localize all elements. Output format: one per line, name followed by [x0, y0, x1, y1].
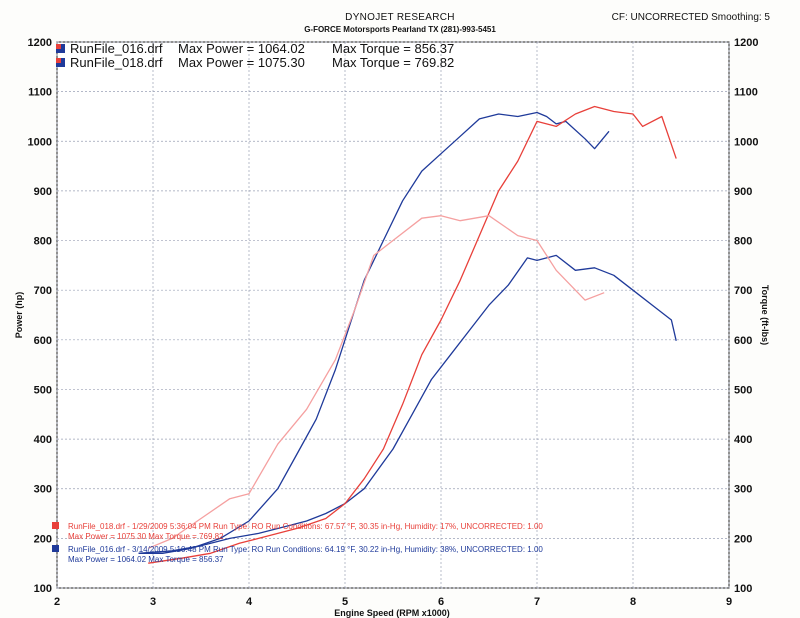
y-tick-label: 300 [34, 484, 52, 496]
y2-tick-label: 800 [734, 236, 752, 248]
x-tick-label: 2 [54, 596, 60, 608]
y2-tick-label: 600 [734, 335, 752, 347]
y2-tick-label: 900 [734, 186, 752, 198]
chart-title: DYNOJET RESEARCH [345, 12, 455, 23]
y-tick-label: 1100 [28, 87, 52, 99]
x-axis-label: Engine Speed (RPM x1000) [334, 608, 450, 618]
plot-background [56, 41, 730, 589]
cond-swatch-016 [52, 545, 59, 552]
x-tick-label: 8 [630, 596, 636, 608]
y-tick-label: 800 [34, 236, 52, 248]
y2-tick-label: 1100 [734, 87, 758, 99]
run-conditions: RunFile_018.drf - 1/29/2009 5:36:04 PM R… [52, 522, 543, 564]
cond-016-line2: Max Power = 1064.02 Max Torque = 856.37 [68, 555, 224, 564]
y2-tick-label: 100 [734, 583, 752, 595]
y-tick-label: 900 [34, 186, 52, 198]
series-line-4 [147, 215, 605, 549]
x-tick-label: 4 [246, 596, 253, 608]
shop-subtitle: G-FORCE Motorsports Pearland TX (281)-99… [304, 25, 496, 34]
legend-swatch-016-inner [56, 44, 61, 49]
cond-swatch-018 [52, 522, 59, 529]
series-line-1 [138, 111, 610, 554]
x-tick-label: 6 [438, 596, 444, 608]
legend-power-018: Max Power = 1075.30 [178, 55, 305, 70]
cond-016-line1: RunFile_016.drf - 3/14/2009 5:10:48 PM R… [68, 545, 543, 554]
series-lines [138, 105, 677, 564]
y2-tick-label: 700 [734, 285, 752, 297]
x-tick-label: 9 [726, 596, 732, 608]
y-tick-label: 500 [34, 384, 52, 396]
y-axis-label: Power (hp) [14, 292, 24, 339]
correction-info: CF: UNCORRECTED Smoothing: 5 [611, 12, 770, 23]
y-tick-label: 1200 [28, 37, 52, 49]
y-tick-label: 1000 [28, 136, 52, 148]
series-line-2 [138, 254, 677, 554]
y-tick-label: 600 [34, 335, 52, 347]
legend-file-016: RunFile_016.drf [70, 41, 163, 56]
y-tick-label: 200 [34, 533, 52, 545]
x-tick-label: 7 [534, 596, 540, 608]
legend-swatch-018-inner [56, 58, 61, 63]
cond-018-line2: Max Power = 1075.30 Max Torque = 769.82 [68, 532, 224, 541]
y-tick-label: 100 [34, 583, 52, 595]
y2-tick-label: 300 [734, 484, 752, 496]
y2-tick-label: 400 [734, 434, 752, 446]
legend: RunFile_016.drf Max Power = 1064.02 Max … [56, 41, 454, 70]
legend-torque-016: Max Torque = 856.37 [332, 41, 454, 56]
x-tick-label: 5 [342, 596, 348, 608]
legend-torque-018: Max Torque = 769.82 [332, 55, 454, 70]
y-tick-label: 400 [34, 434, 52, 446]
y2-tick-label: 500 [734, 384, 752, 396]
y2-tick-label: 200 [734, 533, 752, 545]
legend-file-018: RunFile_018.drf [70, 55, 163, 70]
x-tick-label: 3 [150, 596, 156, 608]
y2-tick-label: 1000 [734, 136, 758, 148]
legend-power-016: Max Power = 1064.02 [178, 41, 305, 56]
series-line-3 [148, 105, 677, 564]
y2-tick-label: 1200 [734, 37, 758, 49]
cond-018-line1: RunFile_018.drf - 1/29/2009 5:36:04 PM R… [68, 522, 543, 531]
y-tick-label: 700 [34, 285, 52, 297]
y2-axis-label: Torque (ft-lbs) [760, 285, 770, 345]
